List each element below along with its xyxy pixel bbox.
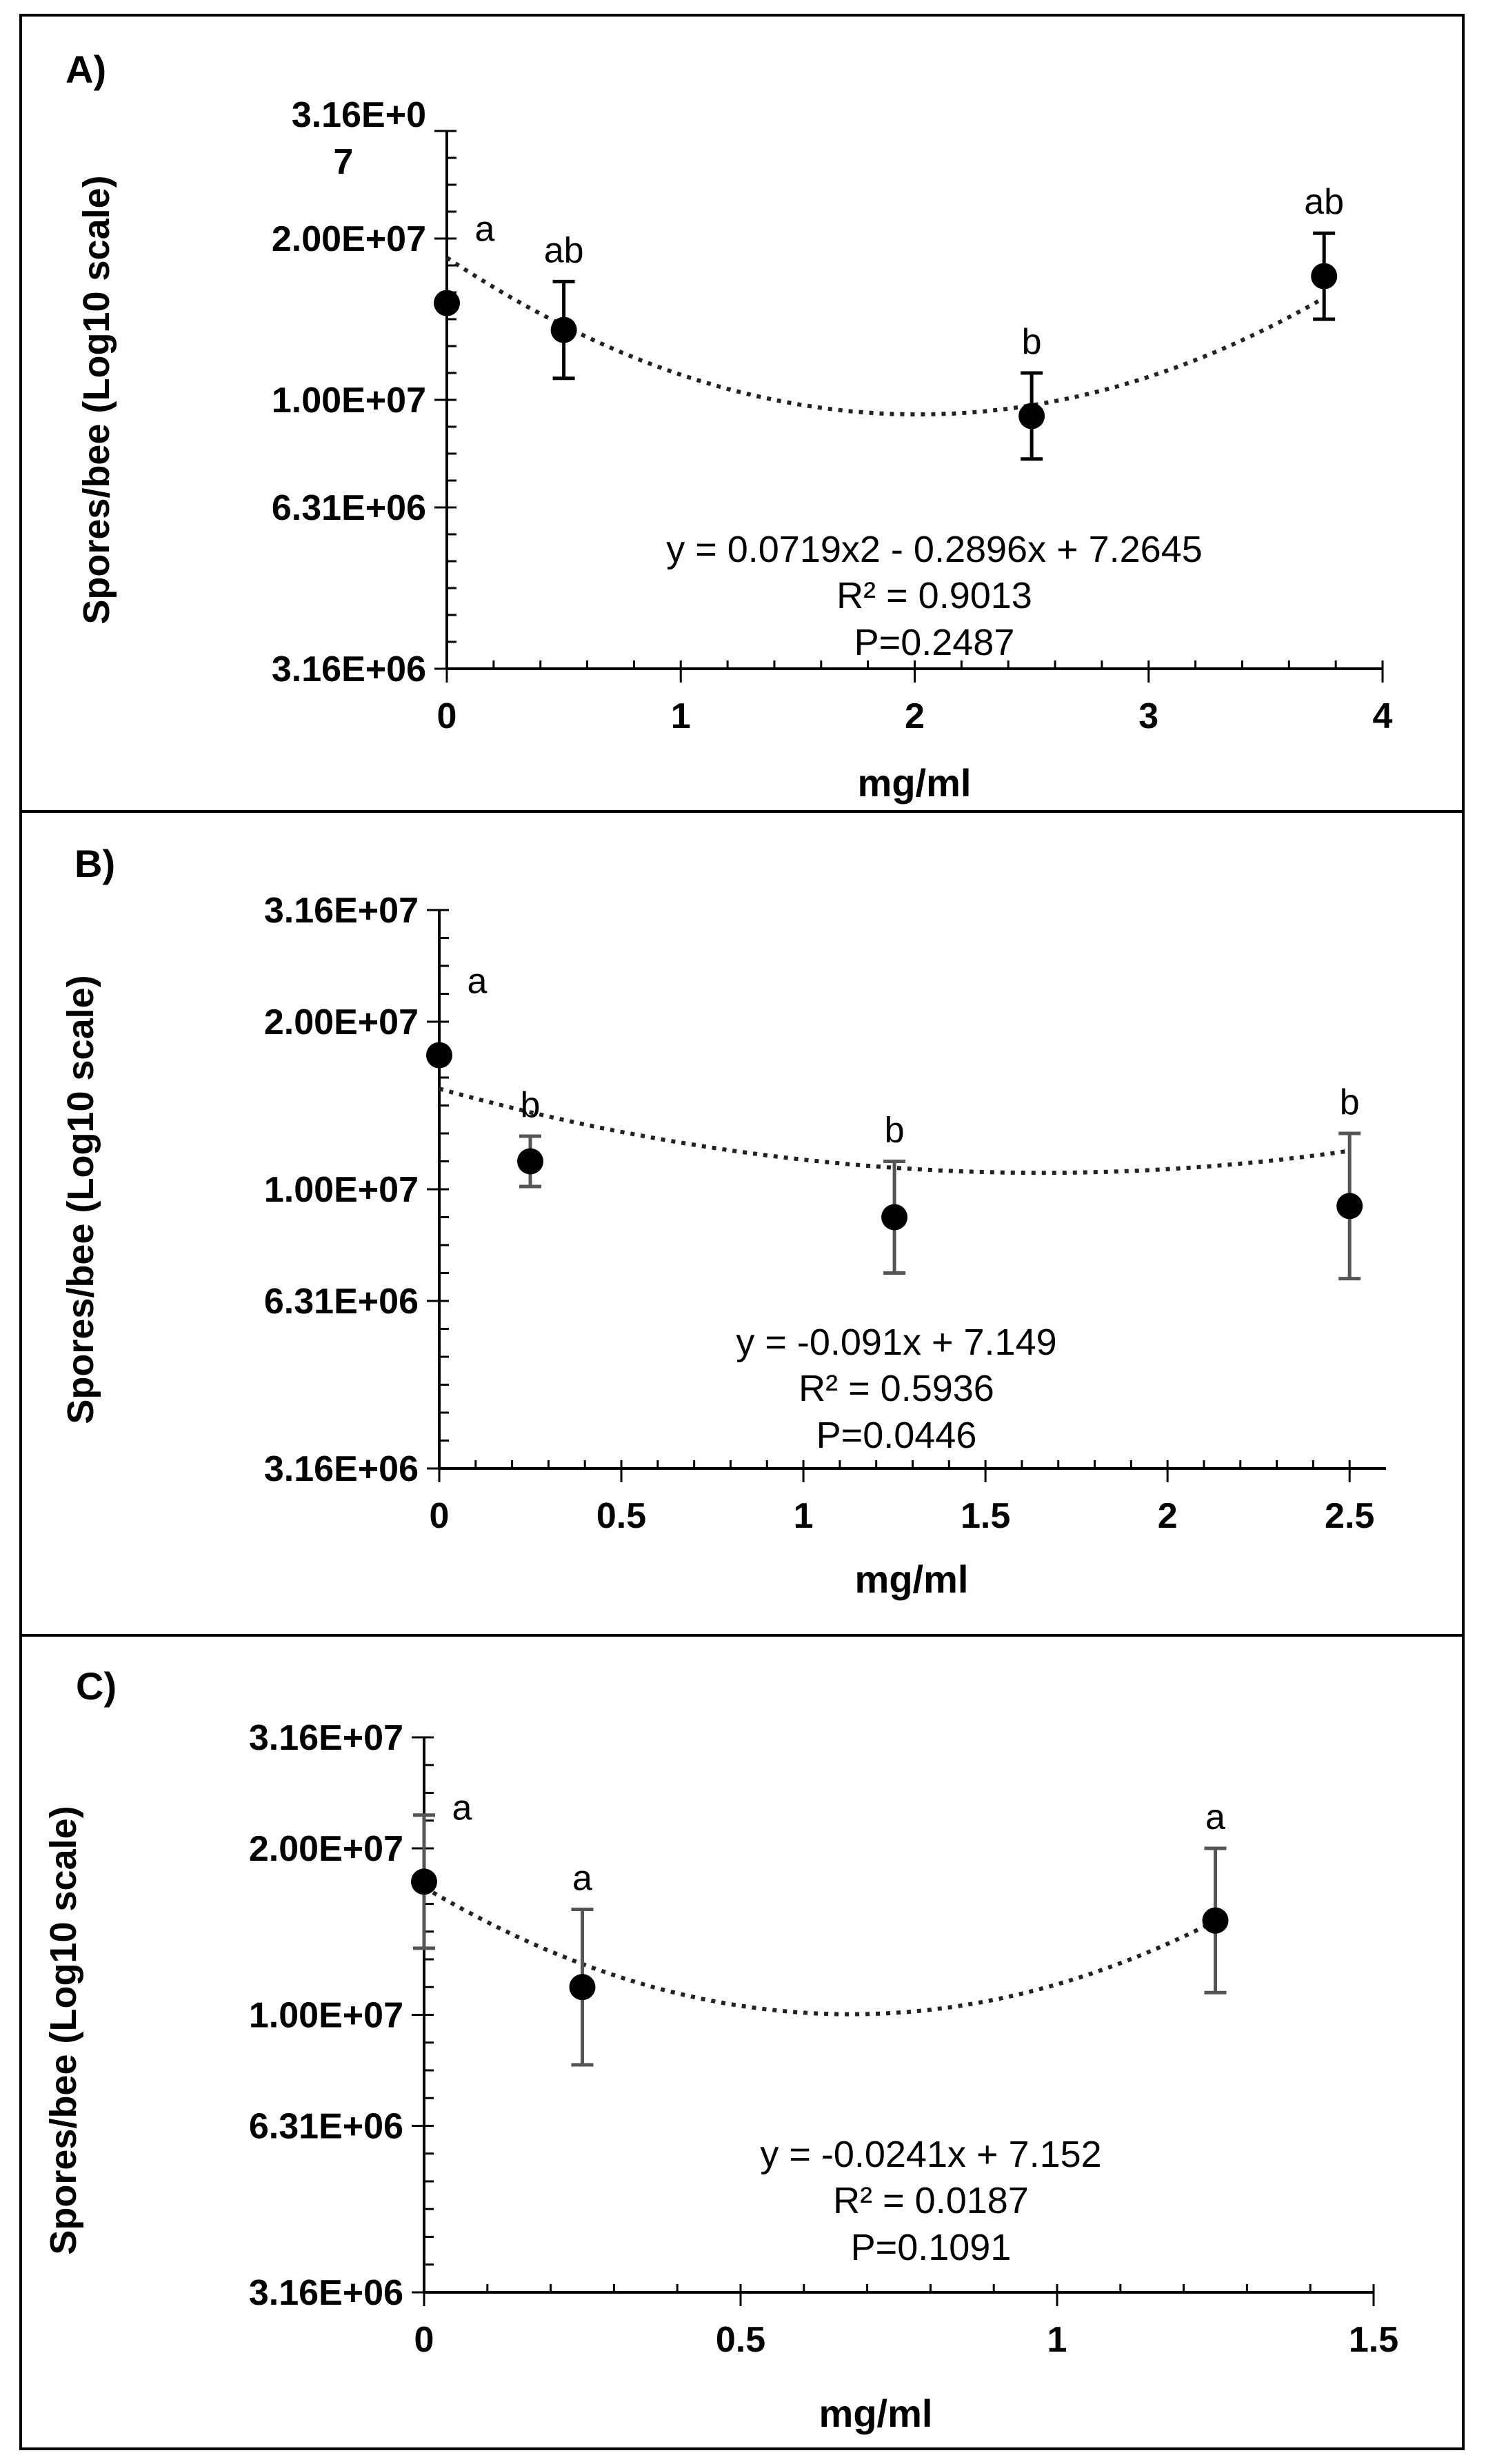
panel-c-x-tick-label: 1.5 [1349,2320,1398,2360]
panel-b-y-tick-label: 3.16E+07 [264,891,419,931]
panel-a-plot-area: 3.16E+06 6.31E+06 1.00E+07 2.00E+07 3.16E+0 7… [272,95,1393,736]
panel-b-label: B) [74,842,115,885]
panel-a-y-tick-label: 1.00E+07 [272,381,426,421]
panel-b-significance-letter: b [521,1085,541,1125]
panel-b-equation: y = -0.091x + 7.149 [736,1322,1056,1363]
panel-b-x-tick-label: 0.5 [596,1496,646,1536]
panel-a-x-tick-label: 2 [905,696,925,736]
panel-a-x-tick-label: 0 [437,696,457,736]
panel-c-x-tick-label: 0.5 [716,2320,765,2360]
panel-b-x-tick-label: 2.5 [1325,1496,1374,1536]
panel-b-xlabel: mg/ml [855,1557,969,1601]
panel-a-x-tick-label: 3 [1138,696,1158,736]
panel-c: C) Spores/bee (Log10 scale) mg/ml y = -0… [19,1634,1465,2450]
panel-b-y-tick-label: 2.00E+07 [264,1002,419,1042]
panel-c-data-point [411,1868,437,1895]
panel-b-significance-letter: b [1340,1082,1360,1122]
panel-a-label: A) [66,48,106,91]
panel-a-significance-letter: ab [1304,182,1344,222]
panel-c-equation: y = -0.0241x + 7.152 [760,2134,1101,2175]
panel-a: A) Spores/bee (Log10 scale) mg/ml y = 0.… [19,14,1465,813]
panel-a-data-point [434,290,460,316]
panel-a-significance-letter: b [1022,322,1042,362]
panel-c-plot-area: 3.16E+06 6.31E+06 1.00E+07 2.00E+07 3.16E+07… [249,1718,1398,2360]
panel-c-p-value: P=0.1091 [851,2227,1012,2268]
panel-b-plot-area: 3.16E+06 6.31E+06 1.00E+07 2.00E+07 3.16E+07… [264,891,1386,1536]
panel-c-y-tick-label: 3.16E+07 [249,1718,403,1758]
panel-b-x-tick-label: 2 [1158,1496,1178,1536]
panel-c-y-tick-label: 2.00E+07 [249,1829,403,1869]
panel-c-frame [19,1634,1465,2450]
panel-b-data-point [426,1042,452,1069]
panel-c-xlabel: mg/ml [819,2392,933,2435]
panel-b-x-tick-label: 0 [430,1496,450,1536]
panel-c-y-tick-label: 6.31E+06 [249,2107,403,2147]
panel-c-y-tick-label: 1.00E+07 [249,1996,403,2036]
panel-b-y-tick-label: 6.31E+06 [264,1282,419,1322]
panel-c-significance-letter: a [1205,1797,1225,1837]
panel-a-data-point [1018,403,1045,430]
panel-b-significance-letter: a [468,962,488,1002]
panel-b: B) Spores/bee (Log10 scale) mg/ml y = -0… [19,810,1465,1637]
panel-b-data-point [517,1148,544,1175]
panel-a-xlabel: mg/ml [858,761,972,805]
panel-b-x-tick-label: 1 [794,1496,814,1536]
panel-c-x-tick-label: 0 [414,2320,434,2360]
panel-b-r-squared: R² = 0.5936 [799,1368,994,1409]
panel-c-significance-letter: a [572,1859,592,1899]
panel-c-r-squared: R² = 0.0187 [833,2180,1029,2221]
panel-a-y-tick-label: 3.16E+06 [272,649,426,689]
panel-c-ylabel: Spores/bee (Log10 scale) [43,1806,84,2254]
panel-c-y-tick-label: 3.16E+06 [249,2273,403,2313]
panel-c-y-axis-title: Spores/bee (Log10 scale) [43,1806,84,2254]
panel-a-y-tick-label-wrap: 7 [334,142,354,182]
panel-b-y-axis-title: Spores/bee (Log10 scale) [60,975,101,1424]
panel-a-x-tick-label: 1 [671,696,691,736]
panel-a-data-point [1311,263,1338,290]
panel-a-significance-letter: ab [544,230,584,270]
panel-b-data-point [1336,1193,1363,1220]
panel-a-data-point [550,316,577,343]
panel-c-x-tick-label: 1 [1047,2320,1067,2360]
panel-b-ylabel: Spores/bee (Log10 scale) [60,975,101,1424]
panel-c-data-point [1202,1907,1229,1934]
panel-a-equation: y = 0.0719x2 - 0.2896x + 7.2645 [666,529,1203,570]
panel-a-y-axis-title: Spores/bee (Log10 scale) [76,175,117,624]
panel-b-trendline [439,1087,1350,1175]
panel-a-r-squared: R² = 0.9013 [836,575,1032,616]
panel-c-significance-letter: a [452,1788,472,1828]
panel-b-x-tick-label: 1.5 [961,1496,1010,1536]
panel-c-data-point [569,1974,596,2001]
panel-c-label: C) [76,1664,117,1708]
panel-a-y-tick-label: 2.00E+07 [272,219,426,259]
panel-c-trendline [423,1885,1216,2017]
panel-a-p-value: P=0.2487 [854,622,1015,663]
panel-b-data-point [881,1204,908,1231]
panel-b-y-tick-label: 1.00E+07 [264,1170,419,1210]
panel-b-p-value: P=0.0446 [816,1415,977,1456]
panel-a-y-tick-label: 3.16E+0 [292,95,426,135]
panel-a-x-tick-label: 4 [1373,696,1393,736]
panel-b-significance-letter: b [885,1111,905,1151]
panel-a-y-tick-label: 6.31E+06 [272,488,426,528]
panel-b-y-tick-label: 3.16E+06 [264,1449,419,1489]
panel-a-ylabel: Spores/bee (Log10 scale) [76,175,117,624]
panel-a-significance-letter: a [475,210,495,250]
panel-a-trendline [445,256,1325,417]
